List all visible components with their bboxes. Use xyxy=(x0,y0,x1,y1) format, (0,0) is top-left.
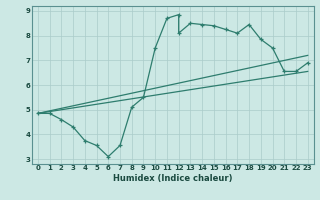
X-axis label: Humidex (Indice chaleur): Humidex (Indice chaleur) xyxy=(113,174,233,183)
